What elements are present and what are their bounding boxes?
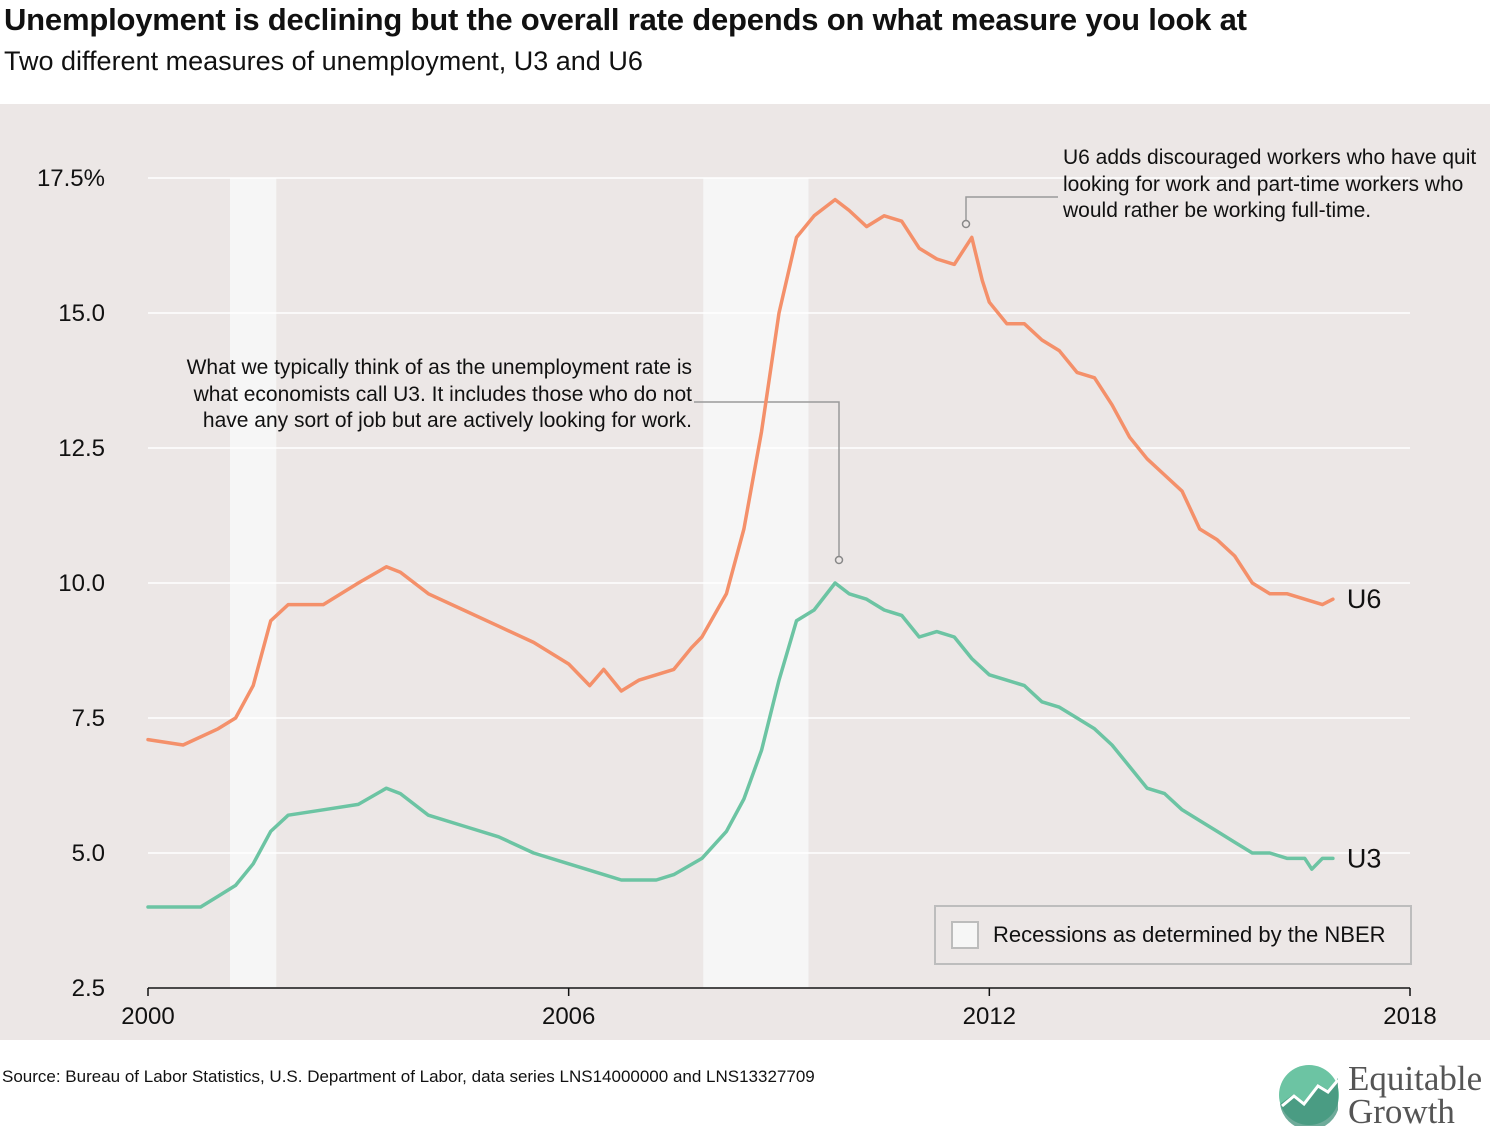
annotation-leaders bbox=[694, 196, 1058, 565]
u6-annotation: U6 adds discouraged workers who have qui… bbox=[1063, 146, 1477, 222]
u3-annotation: What we typically think of as the unempl… bbox=[186, 356, 692, 432]
chart-subtitle: Two different measures of unemployment, … bbox=[4, 46, 643, 76]
u6-leader-line bbox=[965, 196, 1058, 220]
x-tick-label: 2012 bbox=[963, 1003, 1016, 1030]
series-lines bbox=[146, 197, 1335, 909]
series-label-u6: U6 bbox=[1347, 584, 1382, 614]
x-tick-label: 2018 bbox=[1383, 1003, 1436, 1030]
series-line-u3 bbox=[146, 581, 1335, 909]
growth-chart-icon bbox=[1279, 1065, 1340, 1126]
series-labels: U6 U3 bbox=[1347, 584, 1382, 873]
u3-leader-line bbox=[694, 401, 840, 556]
axis-labels: 2.5 5.0 7.5 10.0 12.5 15.0 17.5% 2000 2006 2012 20… bbox=[37, 165, 1437, 1030]
chart-title: Unemployment is declining but the overal… bbox=[4, 2, 1247, 37]
equitable-growth-logo: Equitable Growth bbox=[1278, 1060, 1490, 1136]
source-note: Source: Bureau of Labor Statistics, U.S.… bbox=[2, 1067, 815, 1086]
series-label-u3: U3 bbox=[1347, 843, 1382, 873]
x-tick-label: 2006 bbox=[542, 1003, 595, 1030]
logo-line-1: Equitable bbox=[1348, 1059, 1483, 1098]
series-line-u6 bbox=[146, 197, 1335, 747]
y-tick-label: 12.5 bbox=[58, 435, 105, 462]
y-tick-label: 17.5% bbox=[37, 165, 105, 192]
legend-label: Recessions as determined by the NBER bbox=[993, 922, 1386, 947]
recession-swatch bbox=[951, 921, 979, 949]
y-tick-label: 7.5 bbox=[72, 705, 105, 732]
legend: Recessions as determined by the NBER bbox=[934, 905, 1412, 965]
y-tick-label: 2.5 bbox=[72, 975, 105, 1002]
logo-line-2: Growth bbox=[1348, 1092, 1455, 1131]
x-tick-label: 2000 bbox=[121, 1003, 174, 1030]
u6-leader-dot bbox=[961, 219, 971, 229]
u3-leader-dot bbox=[834, 555, 844, 565]
y-tick-label: 10.0 bbox=[58, 570, 105, 597]
y-tick-label: 5.0 bbox=[72, 840, 105, 867]
y-tick-label: 15.0 bbox=[58, 300, 105, 327]
